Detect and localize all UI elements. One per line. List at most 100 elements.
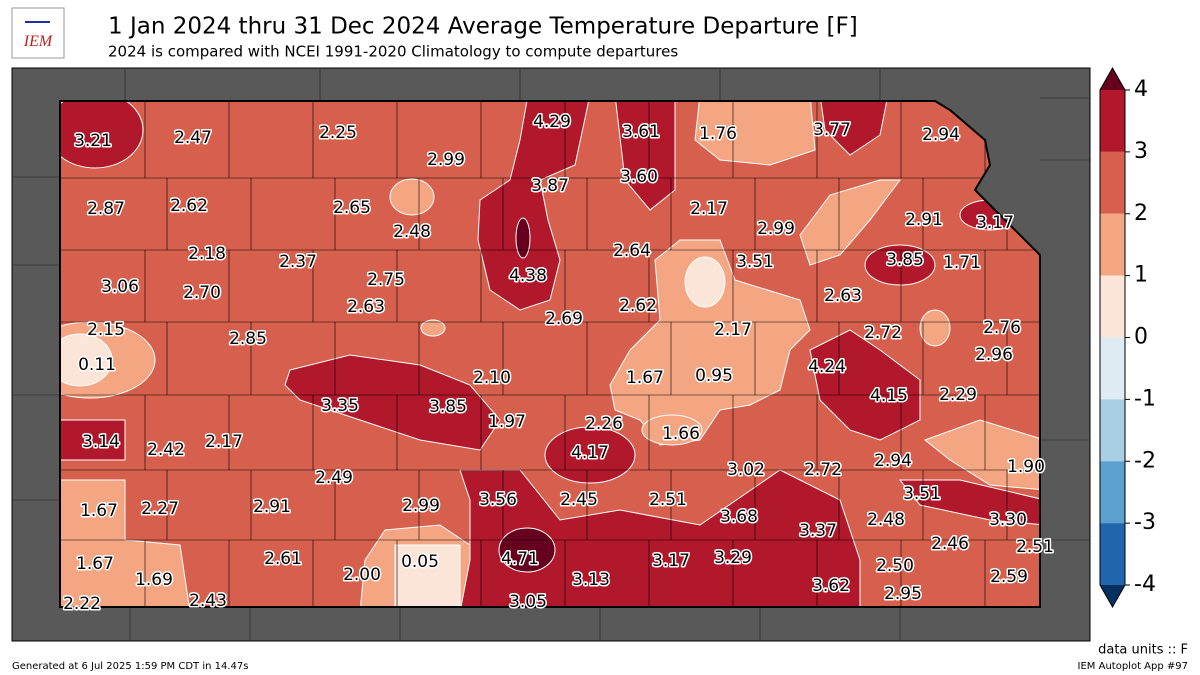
colorbar-extend-top xyxy=(1100,68,1125,90)
station-value: 2.65 xyxy=(333,198,371,218)
subtitle: 2024 is compared with NCEI 1991-2020 Cli… xyxy=(108,43,678,61)
station-value: 4.24 xyxy=(808,357,846,377)
station-value: 2.63 xyxy=(347,297,385,317)
station-value: 0.95 xyxy=(695,366,733,386)
station-value: 2.22 xyxy=(63,594,101,614)
station-value: 3.30 xyxy=(989,510,1027,530)
colorbar-segment xyxy=(1100,523,1125,585)
station-value: 2.25 xyxy=(319,123,357,143)
station-value: 2.85 xyxy=(229,329,267,349)
station-value: 1.71 xyxy=(943,253,981,273)
station-value: 1.76 xyxy=(699,124,737,144)
station-value: 2.64 xyxy=(613,241,651,261)
colorbar-segment xyxy=(1100,461,1125,524)
station-value: 3.62 xyxy=(812,576,850,596)
station-value: 3.14 xyxy=(82,432,120,452)
units: data units :: F xyxy=(1098,643,1188,658)
station-value: 0.05 xyxy=(401,552,439,572)
station-value: 3.02 xyxy=(727,460,765,480)
station-value: 3.87 xyxy=(531,176,569,196)
colorbar-tick-label: -2 xyxy=(1134,448,1156,473)
station-value: 2.72 xyxy=(804,460,842,480)
station-value: 1.90 xyxy=(1007,457,1045,477)
station-value: 2.45 xyxy=(560,490,598,510)
station-value: 2.99 xyxy=(402,496,440,516)
station-value: 1.69 xyxy=(135,570,173,590)
footer-right: IEM Autoplot App #97 xyxy=(1078,661,1188,672)
logo: IEM xyxy=(11,7,65,59)
station-value: 2.15 xyxy=(87,320,125,340)
station-value: 3.13 xyxy=(572,570,610,590)
colorbar-tick-label: 3 xyxy=(1134,139,1148,164)
station-value: 2.27 xyxy=(141,499,179,519)
station-value: 2.70 xyxy=(183,283,221,303)
footer-left: Generated at 6 Jul 2025 1:59 PM CDT in 1… xyxy=(12,661,248,672)
station-value: 3.17 xyxy=(652,551,690,571)
station-value: 2.49 xyxy=(315,468,353,488)
station-value: 2.87 xyxy=(87,199,125,219)
station-value: 2.75 xyxy=(367,270,405,290)
station-value: 3.05 xyxy=(509,592,547,612)
station-value: 2.17 xyxy=(714,320,752,340)
station-value: 4.38 xyxy=(509,266,547,286)
station-value: 0.11 xyxy=(78,355,116,375)
colorbar-segment xyxy=(1100,399,1125,462)
station-value: 2.91 xyxy=(905,210,943,230)
station-value: 3.35 xyxy=(321,396,359,416)
station-value: 2.48 xyxy=(867,510,905,530)
station-value: 2.91 xyxy=(253,497,291,517)
colorbar: 4 3 2 1 0 -1 -2 -3 -4 xyxy=(1099,66,1156,609)
station-value: 2.17 xyxy=(205,432,243,452)
contour-fill xyxy=(60,101,1040,607)
station-value: 3.60 xyxy=(620,167,658,187)
colorbar-segment xyxy=(1100,213,1125,276)
station-values: 3.21 2.47 2.25 2.99 4.29 3.61 1.76 3.77 2.94 2.87… xyxy=(62,111,1056,616)
station-value: 3.56 xyxy=(479,490,517,510)
station-value: 2.69 xyxy=(545,309,583,329)
colorbar-segment xyxy=(1100,151,1125,214)
station-value: 2.17 xyxy=(690,199,728,219)
colorbar-segment xyxy=(1100,90,1125,152)
station-value: 3.29 xyxy=(714,548,752,568)
colorbar-segment xyxy=(1100,337,1125,400)
station-value: 2.51 xyxy=(1016,537,1054,557)
station-value: 2.46 xyxy=(931,534,969,554)
station-value: 3.85 xyxy=(429,397,467,417)
station-value: 2.99 xyxy=(427,150,465,170)
station-value: 1.67 xyxy=(626,368,664,388)
station-value: 2.72 xyxy=(864,323,902,343)
station-value: 2.48 xyxy=(393,222,431,242)
colorbar-tick-label: -4 xyxy=(1134,572,1156,597)
station-value: 4.17 xyxy=(571,443,609,463)
station-value: 4.71 xyxy=(501,549,539,569)
title: 1 Jan 2024 thru 31 Dec 2024 Average Temp… xyxy=(108,14,858,40)
colorbar-extend-bottom xyxy=(1100,585,1125,607)
station-value: 4.29 xyxy=(533,112,571,132)
station-value: 2.59 xyxy=(990,567,1028,587)
colorbar-segment xyxy=(1100,275,1125,338)
station-value: 2.51 xyxy=(649,490,687,510)
station-value: 4.15 xyxy=(870,386,908,406)
station-value: 2.99 xyxy=(757,219,795,239)
neighbor-borders xyxy=(12,68,1090,641)
station-value: 2.94 xyxy=(922,125,960,145)
station-value: 2.95 xyxy=(884,584,922,604)
station-value: 2.76 xyxy=(983,318,1021,338)
station-value: 3.61 xyxy=(622,122,660,142)
station-value: 2.61 xyxy=(264,549,302,569)
station-value: 1.66 xyxy=(662,424,700,444)
colorbar-tick-label: 0 xyxy=(1134,325,1148,350)
state-border xyxy=(59,100,1041,608)
colorbar-tick-label: -1 xyxy=(1134,386,1156,411)
station-value: 3.51 xyxy=(736,252,774,272)
station-value: 2.62 xyxy=(170,196,208,216)
station-value: 1.67 xyxy=(76,554,114,574)
station-value: 3.77 xyxy=(813,120,851,140)
station-value: 2.96 xyxy=(975,345,1013,365)
logo-text: IEM xyxy=(23,33,54,50)
station-value: 2.43 xyxy=(189,591,227,611)
station-value: 2.47 xyxy=(174,128,212,148)
colorbar-tick-label: 4 xyxy=(1134,77,1148,102)
station-value: 2.10 xyxy=(473,368,511,388)
station-value: 2.63 xyxy=(824,286,862,306)
